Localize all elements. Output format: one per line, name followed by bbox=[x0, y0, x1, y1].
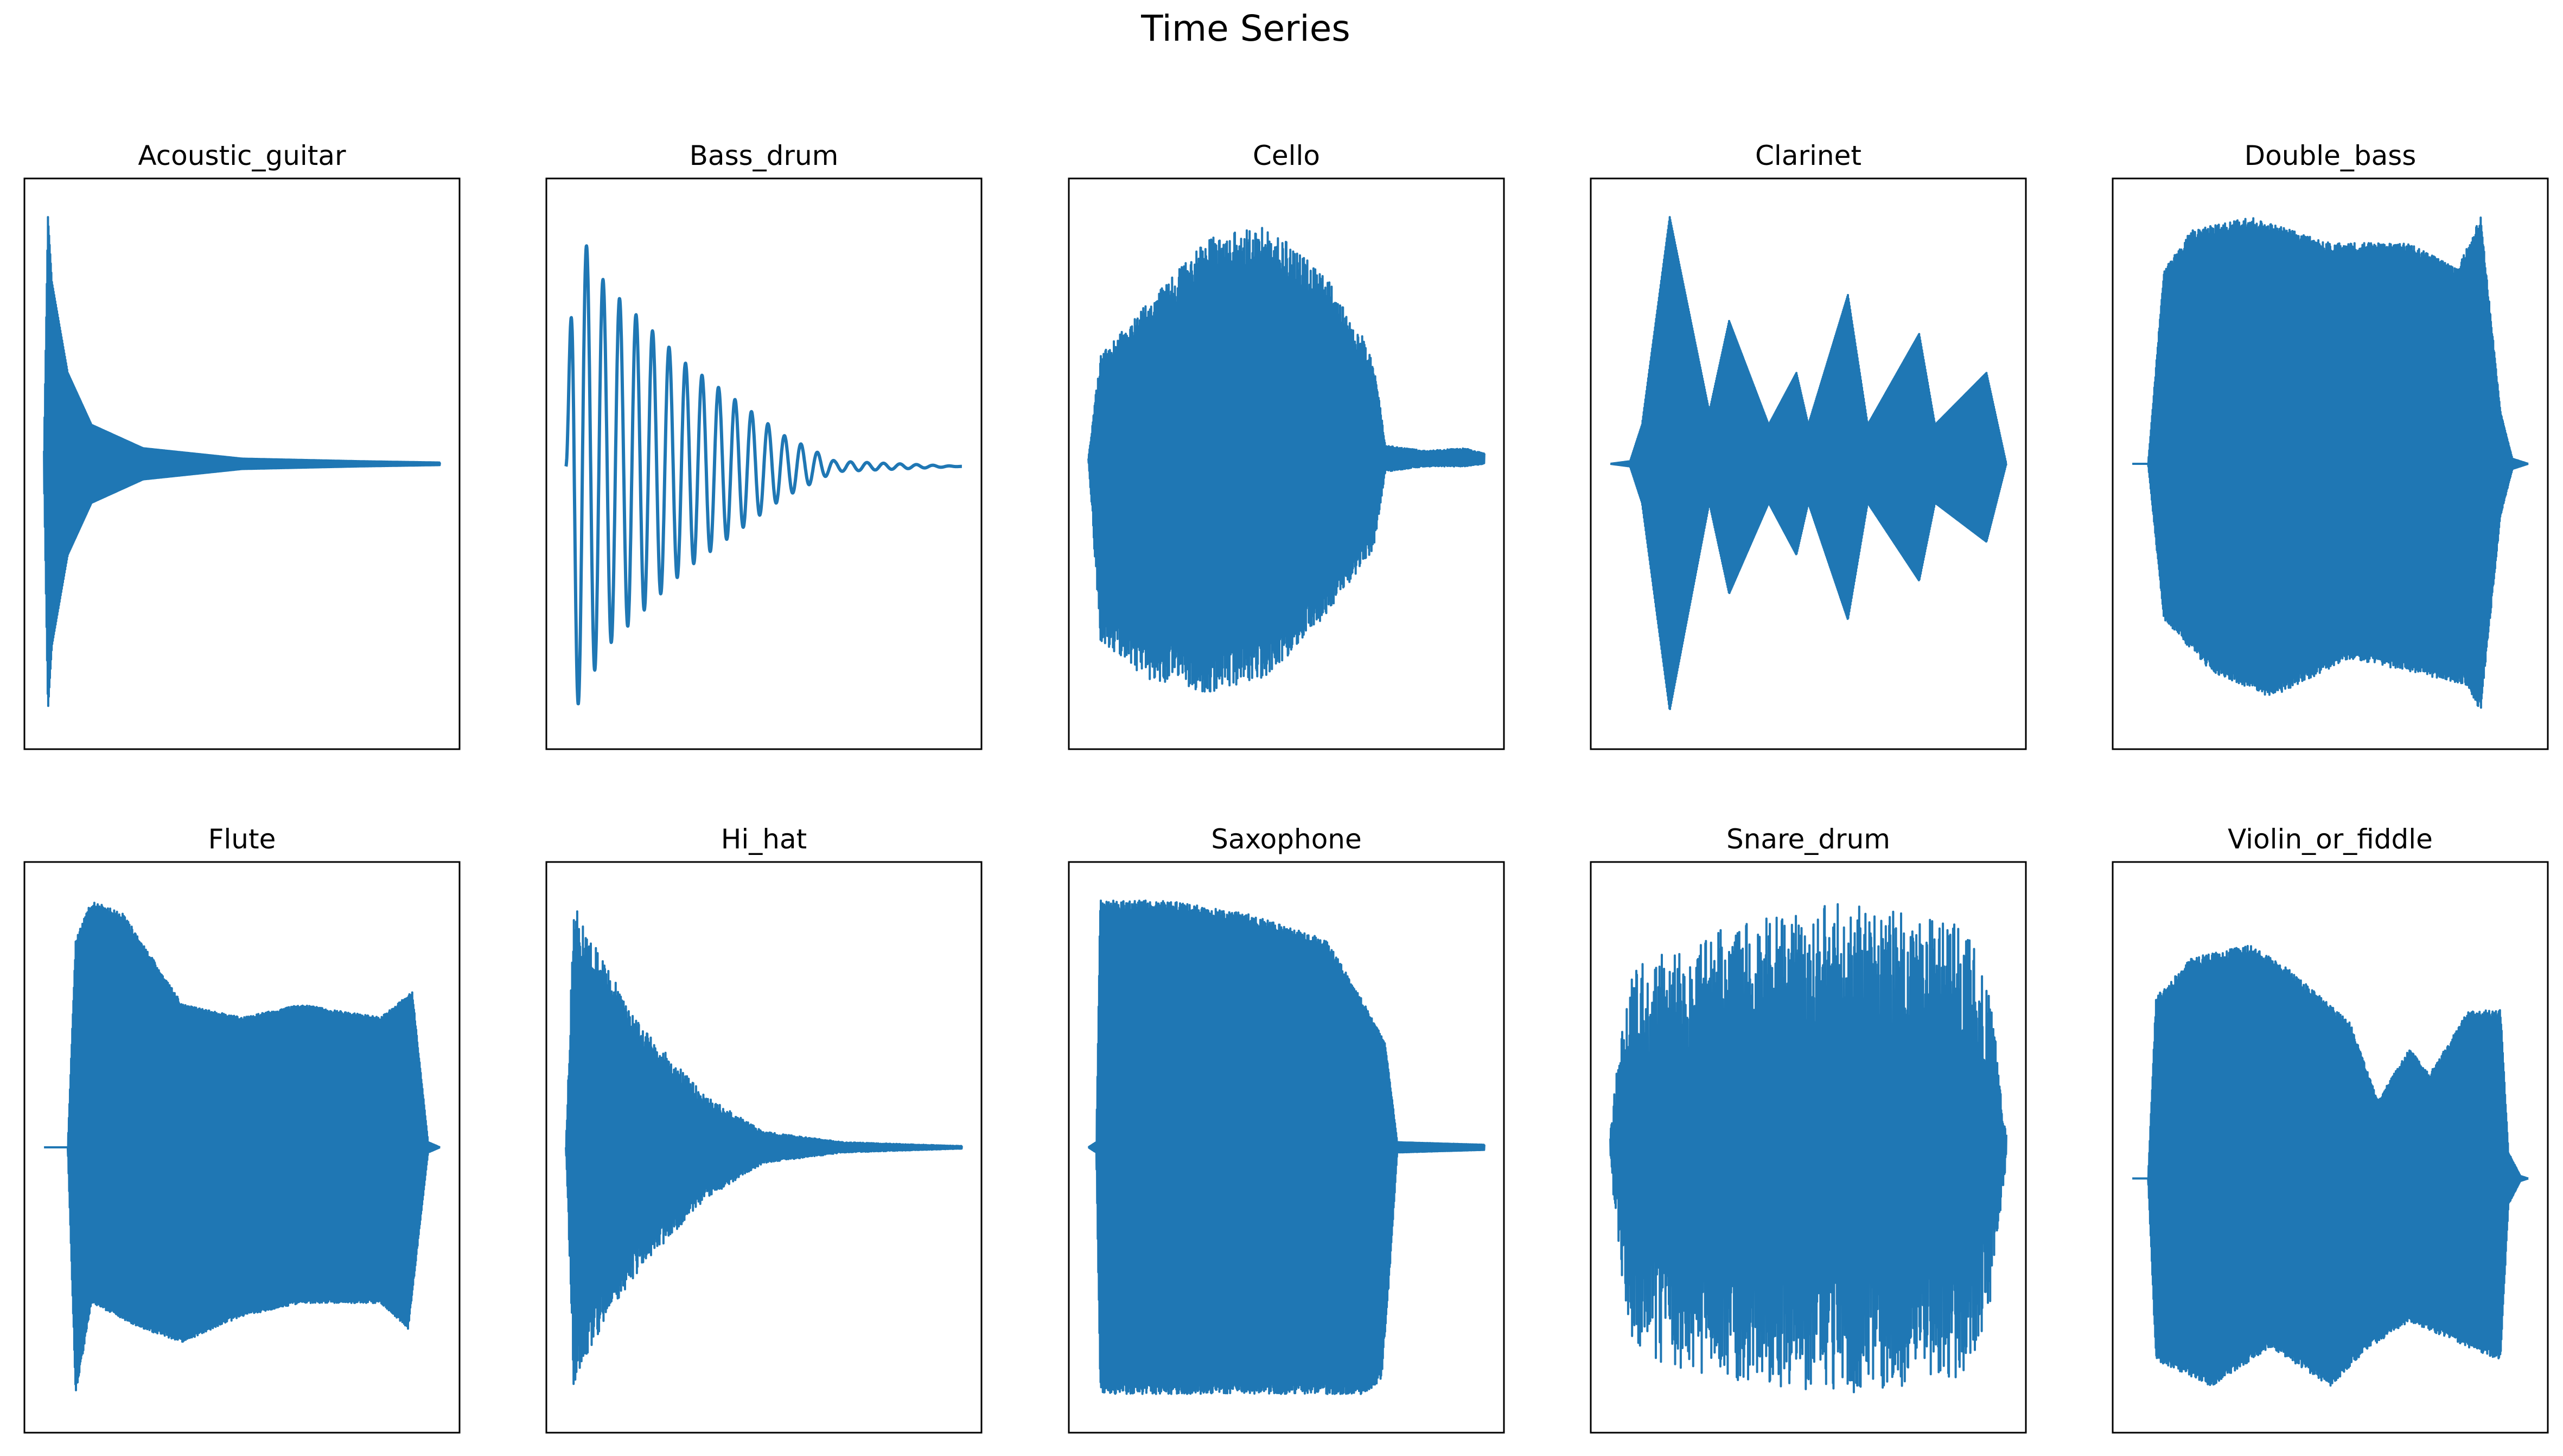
waveform-series bbox=[1087, 899, 1485, 1395]
subplot-title: Hi_hat bbox=[721, 823, 807, 855]
subplot-title: Flute bbox=[208, 823, 276, 855]
axes-frame bbox=[23, 861, 461, 1434]
chart-title: Time Series bbox=[1140, 8, 1350, 49]
subplot-hi-hat: Hi_hat bbox=[545, 823, 983, 1434]
subplot-double-bass: Double_bass bbox=[2112, 140, 2549, 750]
subplot-title: Violin_or_fiddle bbox=[2228, 823, 2433, 855]
subplot-title: Bass_drum bbox=[690, 140, 839, 171]
waveform-series bbox=[1609, 903, 2007, 1394]
axes-frame bbox=[1068, 861, 1505, 1434]
waveform-series bbox=[1609, 216, 2007, 710]
subplot-title: Acoustic_guitar bbox=[138, 140, 346, 171]
waveform-series bbox=[43, 902, 441, 1391]
axes-frame bbox=[2112, 177, 2549, 750]
axes-frame bbox=[1068, 177, 1505, 750]
subplot-title: Saxophone bbox=[1211, 823, 1362, 855]
subplot-violin-or-fiddle: Violin_or_fiddle bbox=[2112, 823, 2549, 1434]
waveform-series bbox=[43, 216, 441, 707]
axes-frame bbox=[23, 177, 461, 750]
subplot-title: Double_bass bbox=[2245, 140, 2417, 171]
subplot-grid: Acoustic_guitar Bass_drum Cello Clarinet Dou… bbox=[23, 140, 2549, 1434]
axes-frame bbox=[1590, 177, 2027, 750]
subplot-flute: Flute bbox=[23, 823, 461, 1434]
subplot-title: Cello bbox=[1253, 140, 1320, 171]
subplot-bass-drum: Bass_drum bbox=[545, 140, 983, 750]
subplot-acoustic-guitar: Acoustic_guitar bbox=[23, 140, 461, 750]
subplot-title: Clarinet bbox=[1755, 140, 1861, 171]
subplot-snare-drum: Snare_drum bbox=[1590, 823, 2027, 1434]
axes-frame bbox=[545, 861, 983, 1434]
subplot-clarinet: Clarinet bbox=[1590, 140, 2027, 750]
axes-frame bbox=[545, 177, 983, 750]
subplot-saxophone: Saxophone bbox=[1068, 823, 1505, 1434]
waveform-series bbox=[565, 910, 963, 1385]
waveform-series bbox=[1087, 227, 1485, 693]
subplot-title: Snare_drum bbox=[1726, 823, 1890, 855]
subplot-cello: Cello bbox=[1068, 140, 1505, 750]
waveform-series bbox=[564, 244, 964, 706]
waveform-series bbox=[2131, 944, 2529, 1387]
waveform-series bbox=[2131, 216, 2529, 709]
axes-frame bbox=[2112, 861, 2549, 1434]
axes-frame bbox=[1590, 861, 2027, 1434]
